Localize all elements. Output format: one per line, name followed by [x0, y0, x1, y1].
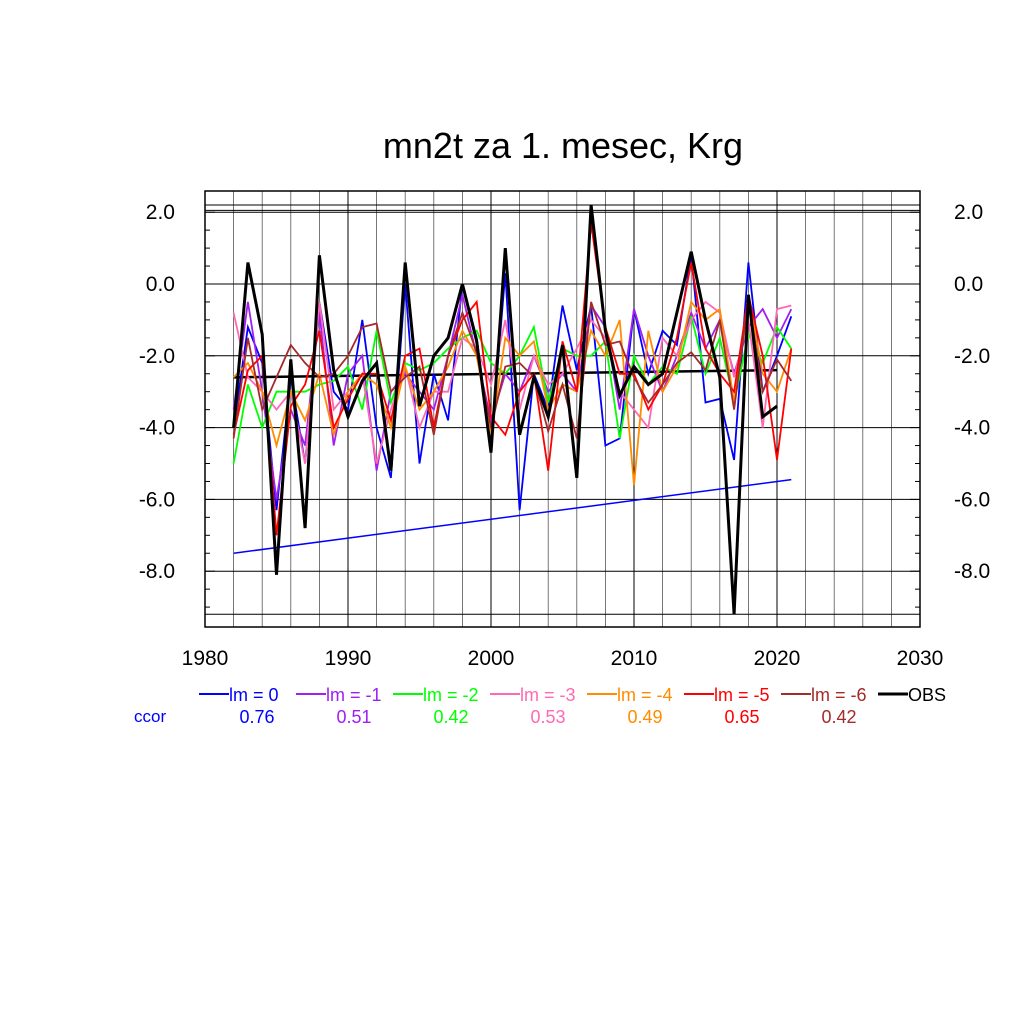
ccor-value: 0.42 — [821, 707, 856, 727]
y-tick-label-left: 0.0 — [146, 273, 175, 296]
legend-label: lm = 0 — [229, 685, 279, 705]
series-line-obs — [232, 204, 778, 615]
x-tick-label: 2010 — [611, 647, 658, 670]
series-line-lm-5 — [232, 222, 793, 536]
ccor-value: 0.49 — [627, 707, 662, 727]
series-lines — [232, 204, 793, 615]
y-tick-label-right: -4.0 — [954, 417, 990, 440]
ccor-value: 0.42 — [433, 707, 468, 727]
y-tick-label-left: -6.0 — [139, 488, 175, 511]
ccor-label: ccor — [134, 707, 166, 726]
y-tick-label-right: 0.0 — [954, 273, 983, 296]
legend-label: lm = -4 — [617, 685, 673, 705]
x-tick-label: 2000 — [468, 647, 515, 670]
y-tick-label-left: -4.0 — [139, 417, 175, 440]
axis-ticks: 2.0 2.0 0.0 0.0 -2.0 -2.0 -4.0 -4.0 -6.0 -6.0 -8.0… — [139, 201, 990, 670]
y-tick-label-left: -2.0 — [139, 345, 175, 368]
ccor-value: 0.51 — [336, 707, 371, 727]
x-tick-label: 2030 — [897, 647, 944, 670]
y-tick-label-left: 2.0 — [146, 201, 175, 224]
y-tick-label-right: -8.0 — [954, 560, 990, 583]
legend-label: lm = -3 — [520, 685, 576, 705]
y-tick-label-right: -2.0 — [954, 345, 990, 368]
y-tick-label-right: 2.0 — [954, 201, 983, 224]
y-tick-label-left: -8.0 — [139, 560, 175, 583]
legend-label: lm = -1 — [326, 685, 382, 705]
series-line-lm-6 — [232, 298, 793, 439]
trend-line — [233, 478, 792, 554]
legend-label: OBS — [908, 685, 946, 705]
ccor-value: 0.76 — [239, 707, 274, 727]
x-tick-label: 1990 — [325, 647, 372, 670]
x-tick-label: 1980 — [182, 647, 229, 670]
y-tick-label-right: -6.0 — [954, 488, 990, 511]
plot-border — [204, 190, 921, 628]
legend-label: lm = -5 — [714, 685, 770, 705]
plot-frame — [204, 190, 921, 628]
ccor-value: 0.65 — [724, 707, 759, 727]
legend-label: lm = -2 — [423, 685, 479, 705]
chart-title: mn2t za 1. mesec, Krg — [383, 125, 743, 166]
legend-label: lm = -6 — [811, 685, 867, 705]
x-tick-label: 2020 — [754, 647, 801, 670]
ccor-value: 0.53 — [530, 707, 565, 727]
